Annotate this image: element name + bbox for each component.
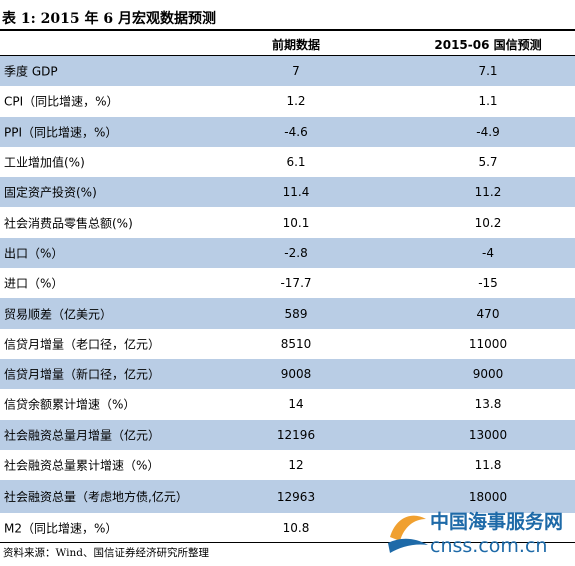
table-row: 信贷月增量（新口径，亿元） 9008 9000 <box>0 358 575 390</box>
row-label: 信贷月增量（新口径，亿元） <box>4 367 161 382</box>
table-row: 固定资产投资(%) 11.4 11.2 <box>0 177 575 208</box>
table-row: 社会融资总量累计增速（%） 12 11.8 <box>0 450 575 480</box>
prev-value: 12963 <box>276 489 316 504</box>
header-forecast: 2015-06 国信预测 <box>434 38 542 52</box>
table-row: 工业增加值(%) 6.1 5.7 <box>0 147 575 177</box>
table-row: 进口（%） -17.7 -15 <box>0 268 575 298</box>
forecast-value: 1.1 <box>478 94 498 109</box>
table-row: M2（同比增速，%） 10.8 <box>0 513 575 543</box>
header-rule <box>0 55 575 56</box>
row-label: 社会融资总量（考虑地方债,亿元） <box>4 489 188 504</box>
row-label: 进口（%） <box>4 276 64 291</box>
watermark-url: cnss.com.cn <box>430 535 548 557</box>
forecast-value: 11.2 <box>474 185 502 200</box>
forecast-value: 11000 <box>468 336 508 351</box>
table-body: 季度 GDP 7 7.1 CPI（同比增速，%） 1.2 1.1 PPI（同比增速，%）… <box>0 56 575 543</box>
row-label: 出口（%） <box>4 246 64 261</box>
prev-value: 12196 <box>276 427 316 442</box>
prev-value: -17.7 <box>280 276 312 291</box>
row-label: 工业增加值(%) <box>4 155 85 170</box>
prev-value: 1.2 <box>286 94 306 109</box>
row-label: 社会融资总量累计增速（%） <box>4 458 160 473</box>
prev-value: -2.8 <box>284 245 308 260</box>
table-row: 社会消费品零售总额(%) 10.1 10.2 <box>0 207 575 237</box>
forecast-value: 13000 <box>468 427 508 442</box>
forecast-value: 11.8 <box>474 458 502 472</box>
prev-value: 8510 <box>280 336 312 351</box>
forecast-value: -4.9 <box>476 124 500 139</box>
row-label: 社会融资总量月增量（亿元） <box>4 428 161 443</box>
row-label: 季度 GDP <box>4 64 58 79</box>
prev-value: 11.4 <box>282 185 310 200</box>
bottom-rule <box>0 542 575 543</box>
forecast-value: 9000 <box>472 367 504 382</box>
forecast-value: -15 <box>478 276 498 291</box>
row-label: 贸易顺差（亿美元） <box>4 307 113 322</box>
table-row: 季度 GDP 7 7.1 <box>0 56 575 87</box>
prev-value: 9008 <box>280 367 312 382</box>
table-row: 社会融资总量月增量（亿元） 12196 13000 <box>0 419 575 450</box>
row-label: PPI（同比增速，%） <box>4 125 118 140</box>
prev-value: 7 <box>292 64 300 79</box>
forecast-value: 18000 <box>468 489 508 504</box>
forecast-value: 10.2 <box>474 215 502 230</box>
row-label: CPI（同比增速，%） <box>4 94 119 109</box>
header-prev: 前期数据 <box>271 38 321 52</box>
table-row: 信贷余额累计增速（%） 14 13.8 <box>0 389 575 419</box>
title-rule <box>0 29 575 31</box>
row-label: 社会消费品零售总额(%) <box>4 216 133 231</box>
forecast-value: -4 <box>482 245 494 260</box>
prev-value: 12 <box>288 458 304 472</box>
table-row: 贸易顺差（亿美元） 589 470 <box>0 298 575 329</box>
table-title: 表 1: 2015 年 6 月宏观数据预测 <box>2 11 216 27</box>
sail-logo-icon <box>388 515 428 553</box>
table-row: 信贷月增量（老口径，亿元） 8510 11000 <box>0 329 575 359</box>
table-row: PPI（同比增速，%） -4.6 -4.9 <box>0 116 575 147</box>
row-label: 信贷月增量（老口径，亿元） <box>4 337 161 352</box>
forecast-value: 13.8 <box>474 397 502 412</box>
row-label: M2（同比增速，%） <box>4 521 118 536</box>
table-row: 出口（%） -2.8 -4 <box>0 237 575 269</box>
row-label: 信贷余额累计增速（%） <box>4 397 136 412</box>
header-row: 前期数据 2015-06 国信预测 <box>0 31 575 55</box>
forecast-value: 470 <box>476 306 500 321</box>
source-note: 资料来源：Wind、国信证券经济研究所整理 <box>3 547 209 559</box>
prev-value: 6.1 <box>286 155 306 170</box>
row-label: 固定资产投资(%) <box>4 185 97 200</box>
forecast-value: 7.1 <box>478 64 498 79</box>
table-row: CPI（同比增速，%） 1.2 1.1 <box>0 86 575 116</box>
prev-value: -4.6 <box>284 124 308 139</box>
forecast-value: 5.7 <box>478 155 498 170</box>
prev-value: 10.8 <box>282 521 310 536</box>
prev-value: 14 <box>288 397 304 412</box>
watermark-site-name: 中国海事服务网 <box>430 511 564 533</box>
table-row: 社会融资总量（考虑地方债,亿元） 12963 18000 <box>0 480 575 514</box>
prev-value: 589 <box>284 306 308 321</box>
prev-value: 10.1 <box>282 215 310 230</box>
watermark: 中国海事服务网 cnss.com.cn <box>386 505 571 565</box>
